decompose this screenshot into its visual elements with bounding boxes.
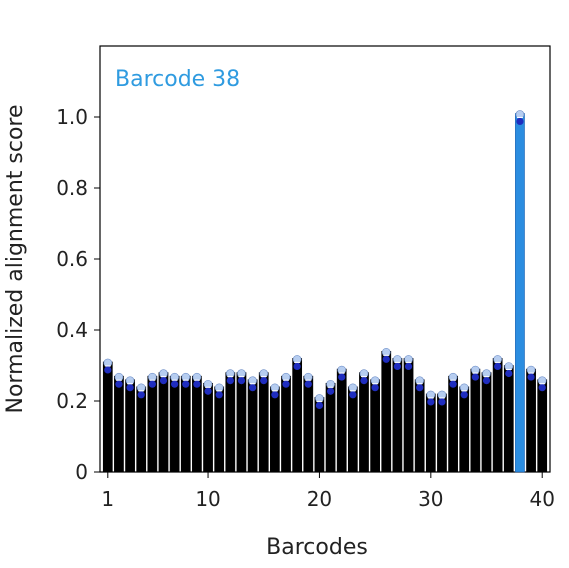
x-tick-label: 1: [101, 487, 114, 511]
data-point: [215, 391, 223, 399]
bar: [114, 375, 124, 473]
bar: [236, 372, 247, 473]
bar: [392, 358, 403, 473]
bar: [503, 365, 514, 473]
bar: [537, 379, 548, 473]
y-tick-label: 0.6: [56, 247, 88, 271]
bar: [492, 358, 503, 473]
bar: [459, 386, 470, 473]
data-point: [482, 377, 491, 385]
bar: [281, 375, 291, 473]
bar: [225, 372, 236, 473]
y-tick-label: 0.4: [56, 318, 88, 342]
bar: [414, 379, 425, 473]
data-point: [326, 387, 335, 395]
bar: [270, 386, 280, 473]
bar: [125, 379, 135, 473]
bar: [136, 386, 147, 473]
bar: [370, 379, 380, 473]
bar: [303, 375, 314, 473]
bar: [425, 393, 436, 473]
data-point: [260, 377, 268, 385]
data-point: [449, 380, 457, 388]
bar: [359, 372, 369, 473]
data-point: [460, 391, 468, 399]
bar: [203, 382, 213, 473]
x-ticks: 1 10 20 30 40: [101, 472, 555, 511]
data-point: [126, 384, 134, 392]
x-tick-label: 30: [418, 487, 443, 511]
data-point: [115, 380, 123, 388]
data-point: [315, 401, 324, 410]
data-point: [271, 391, 279, 399]
data-point: [349, 391, 357, 399]
bar: [247, 379, 258, 473]
data-point: [204, 387, 212, 395]
bar: [169, 375, 180, 473]
data-point: [304, 380, 312, 388]
y-tick-label: 0.2: [56, 389, 88, 413]
data-point: [538, 384, 546, 392]
data-point: [293, 362, 301, 370]
data-point: [148, 380, 156, 388]
data-point: [404, 362, 413, 370]
x-tick-label: 20: [307, 487, 332, 511]
bar: [347, 386, 358, 473]
bar: [437, 393, 447, 473]
bars: [102, 110, 548, 473]
bar: [214, 386, 225, 473]
bar: [325, 382, 336, 473]
x-axis-title: Barcodes: [266, 535, 368, 560]
bar: [481, 372, 492, 473]
data-point: [338, 373, 346, 381]
y-ticks: 0 0.2 0.4 0.6 0.8 1.0: [56, 105, 100, 484]
data-point: [226, 377, 234, 385]
data-point: [505, 369, 513, 378]
bar: [158, 372, 169, 473]
bar: [526, 368, 536, 473]
data-point: [104, 366, 112, 374]
data-point: [494, 362, 502, 370]
data-point: [416, 384, 424, 392]
bar: [192, 375, 202, 473]
data-point: [360, 377, 368, 385]
bar: [292, 358, 303, 473]
data-point: [237, 377, 246, 385]
data-point: [471, 373, 479, 381]
bar: [102, 361, 113, 473]
annotation-label: Barcode 38: [115, 67, 240, 92]
y-tick-label: 0.8: [56, 176, 88, 200]
bar: [403, 358, 414, 473]
y-tick-label: 0: [75, 460, 88, 484]
data-point: [159, 377, 168, 385]
data-point: [516, 117, 524, 126]
x-tick-label: 10: [195, 487, 220, 511]
data-point: [393, 362, 401, 370]
data-point: [371, 384, 379, 392]
bar: [336, 368, 347, 473]
data-point: [193, 380, 201, 388]
y-tick-label: 1.0: [56, 105, 88, 129]
bar-highlight: [515, 113, 525, 473]
data-point: [427, 398, 435, 406]
y-axis-title: Normalized alignment score: [3, 104, 28, 413]
x-tick-label: 40: [529, 487, 554, 511]
data-point: [382, 355, 390, 363]
bar: [448, 375, 458, 473]
data-point: [249, 384, 257, 392]
data-point: [438, 398, 446, 406]
bar: [381, 350, 392, 473]
bar: [258, 372, 269, 473]
data-point: [282, 380, 290, 388]
bar: [180, 375, 191, 473]
bar: [470, 368, 481, 473]
data-point: [171, 380, 179, 388]
data-point: [182, 380, 190, 388]
data-point: [137, 391, 145, 399]
data-point: [527, 373, 535, 381]
bar: [147, 375, 158, 473]
